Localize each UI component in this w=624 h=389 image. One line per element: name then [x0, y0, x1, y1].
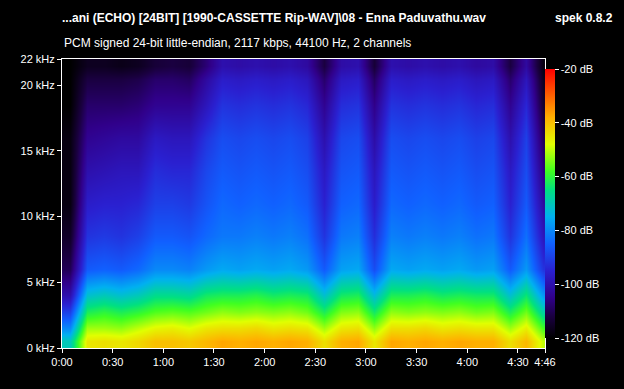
svg-text:-40 dB: -40 dB	[561, 117, 593, 129]
svg-text:PCM signed 24-bit little-endia: PCM signed 24-bit little-endian, 2117 kb…	[64, 36, 411, 50]
svg-text:-120 dB: -120 dB	[561, 332, 600, 344]
svg-text:1:30: 1:30	[203, 356, 224, 368]
svg-text:2:00: 2:00	[254, 356, 275, 368]
svg-text:0:00: 0:00	[51, 356, 72, 368]
svg-text:4:46: 4:46	[534, 356, 555, 368]
svg-text:10 kHz: 10 kHz	[21, 210, 55, 222]
svg-text:5 kHz: 5 kHz	[27, 276, 55, 288]
svg-text:-100 dB: -100 dB	[561, 278, 600, 290]
svg-text:22 kHz: 22 kHz	[21, 53, 55, 65]
svg-text:4:30: 4:30	[507, 356, 528, 368]
svg-text:3:30: 3:30	[406, 356, 427, 368]
svg-text:15 kHz: 15 kHz	[21, 145, 55, 157]
svg-text:0 kHz: 0 kHz	[27, 342, 55, 354]
svg-text:4:00: 4:00	[457, 356, 478, 368]
svg-text:0:30: 0:30	[102, 356, 123, 368]
svg-text:2:30: 2:30	[305, 356, 326, 368]
svg-text:...ani (ECHO) [24BIT] [1990-CA: ...ani (ECHO) [24BIT] [1990-CASSETTE Rip…	[62, 11, 486, 25]
svg-text:spek 0.8.2: spek 0.8.2	[555, 11, 613, 25]
svg-text:-20 dB: -20 dB	[561, 63, 593, 75]
svg-text:-60 dB: -60 dB	[561, 170, 593, 182]
svg-text:-80 dB: -80 dB	[561, 224, 593, 236]
svg-text:3:00: 3:00	[355, 356, 376, 368]
svg-text:1:00: 1:00	[153, 356, 174, 368]
svg-text:20 kHz: 20 kHz	[21, 79, 55, 91]
